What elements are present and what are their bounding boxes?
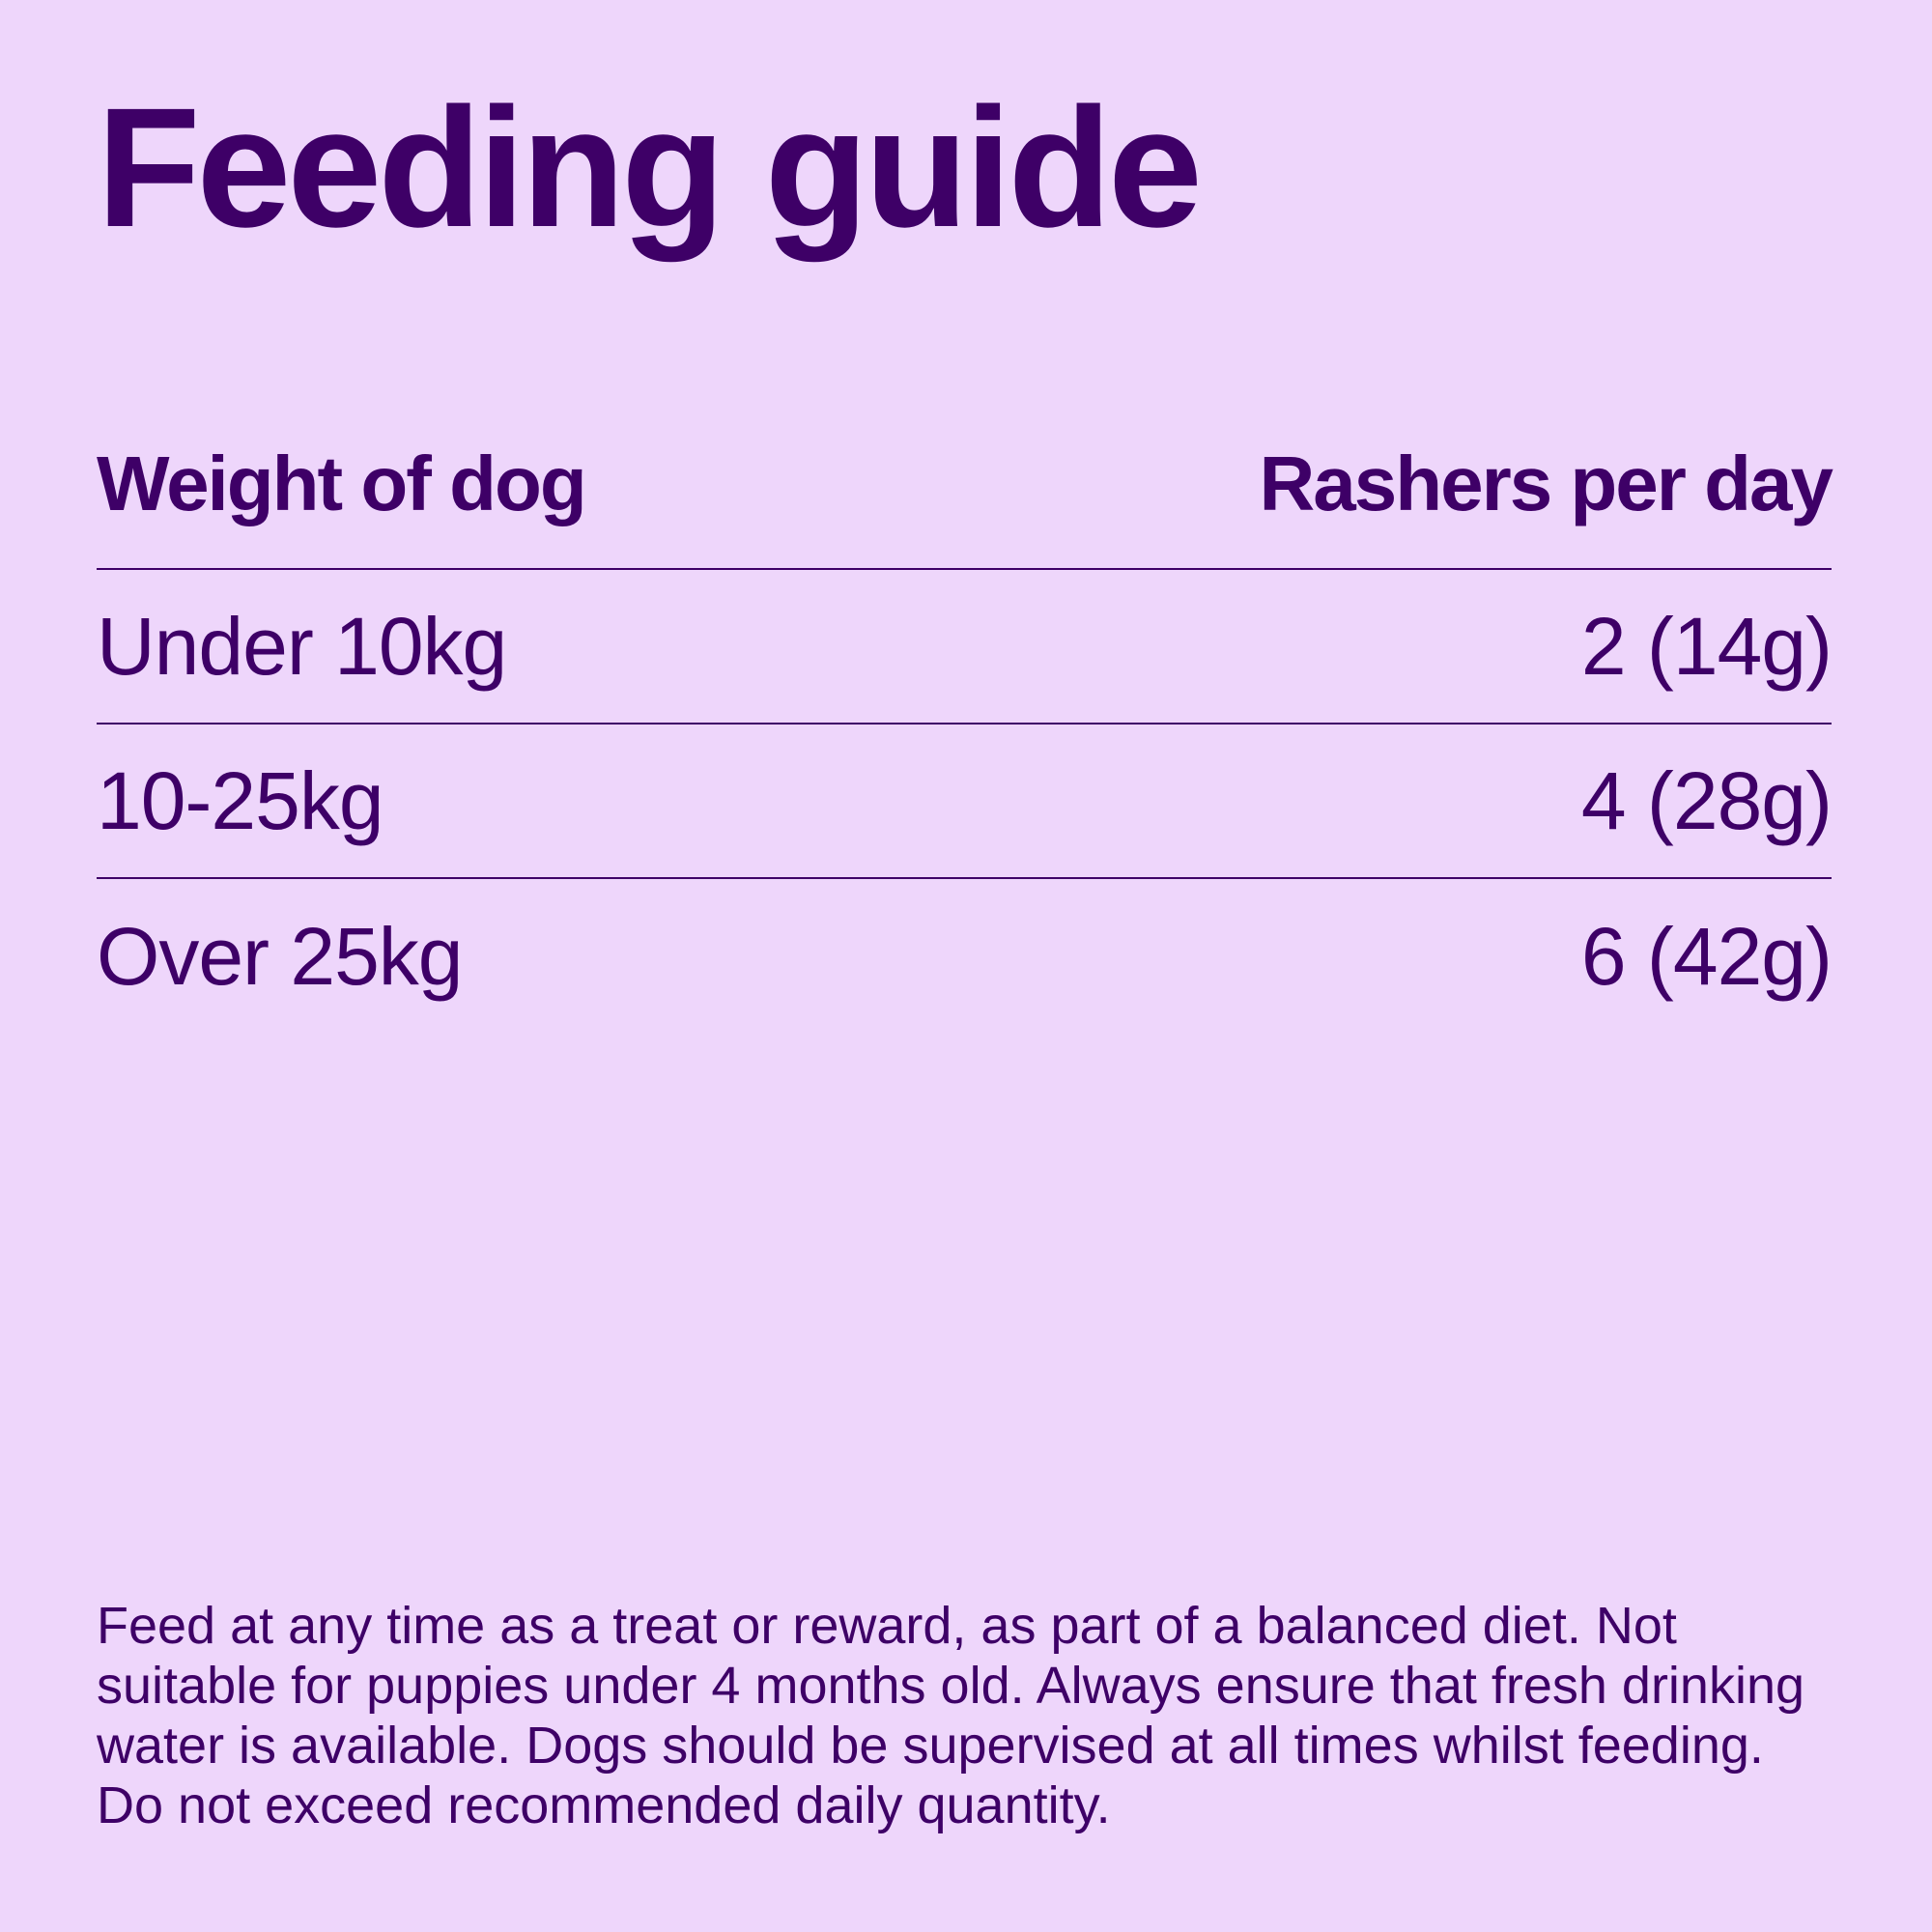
rashers-cell: 6 (42g) bbox=[1580, 910, 1833, 1002]
weight-cell: 10-25kg bbox=[97, 754, 384, 846]
feeding-note: Feed at any time as a treat or reward, a… bbox=[97, 1597, 1805, 1834]
table-row: Under 10kg 2 (14g) bbox=[97, 570, 1833, 724]
page-title: Feeding guide bbox=[97, 73, 1203, 263]
rashers-cell: 2 (14g) bbox=[1580, 600, 1833, 692]
table-row: 10-25kg 4 (28g) bbox=[97, 724, 1833, 879]
feeding-table: Weight of dog Rashers per day Under 10kg… bbox=[97, 440, 1833, 1034]
weight-cell: Over 25kg bbox=[97, 910, 464, 1002]
header-rashers-per-day: Rashers per day bbox=[1259, 440, 1833, 526]
table-header-row: Weight of dog Rashers per day bbox=[97, 440, 1833, 570]
table-row: Over 25kg 6 (42g) bbox=[97, 879, 1833, 1034]
rashers-cell: 4 (28g) bbox=[1580, 754, 1833, 846]
header-weight-of-dog: Weight of dog bbox=[97, 440, 587, 526]
weight-cell: Under 10kg bbox=[97, 600, 507, 692]
